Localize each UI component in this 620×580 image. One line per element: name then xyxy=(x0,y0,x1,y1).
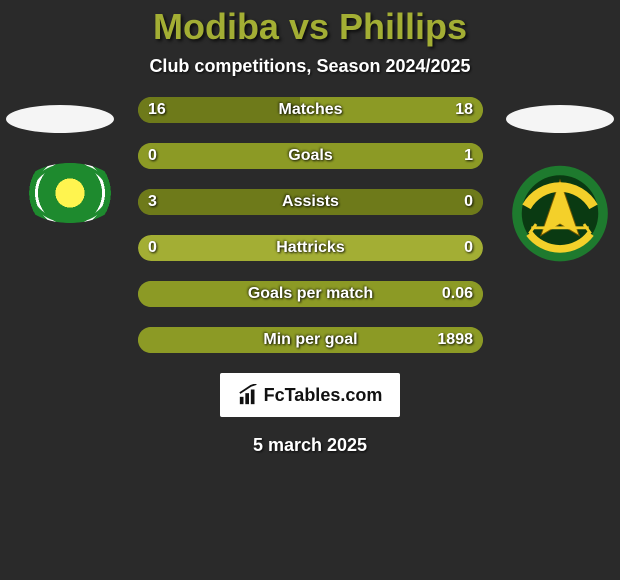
stat-label: Matches xyxy=(138,97,483,123)
stat-row: 3Assists0 xyxy=(138,189,483,215)
chart-icon xyxy=(238,384,260,406)
page-title: Modiba vs Phillips xyxy=(0,6,620,48)
subtitle: Club competitions, Season 2024/2025 xyxy=(0,56,620,77)
stat-value-right: 0 xyxy=(464,189,473,215)
player-right-avatar xyxy=(506,105,614,133)
club-badge-left xyxy=(20,163,120,223)
club-badge-right xyxy=(512,159,608,269)
stat-label: Hattricks xyxy=(138,235,483,261)
stat-label: Assists xyxy=(138,189,483,215)
stat-value-right: 1 xyxy=(464,143,473,169)
player-left-avatar xyxy=(6,105,114,133)
stat-value-right: 0 xyxy=(464,235,473,261)
stat-row: Min per goal1898 xyxy=(138,327,483,353)
comparison-area: 16Matches180Goals13Assists00Hattricks0Go… xyxy=(0,97,620,456)
date: 5 march 2025 xyxy=(0,435,620,456)
stats-list: 16Matches180Goals13Assists00Hattricks0Go… xyxy=(138,97,483,353)
stat-value-right: 0.06 xyxy=(442,281,473,307)
stat-label: Goals per match xyxy=(138,281,483,307)
stat-row: 16Matches18 xyxy=(138,97,483,123)
stat-label: Goals xyxy=(138,143,483,169)
fctables-badge[interactable]: FcTables.com xyxy=(220,373,400,417)
fctables-label: FcTables.com xyxy=(264,385,383,406)
stat-value-right: 18 xyxy=(455,97,473,123)
stat-row: Goals per match0.06 xyxy=(138,281,483,307)
stat-label: Min per goal xyxy=(138,327,483,353)
stat-row: 0Hattricks0 xyxy=(138,235,483,261)
stat-row: 0Goals1 xyxy=(138,143,483,169)
stat-value-right: 1898 xyxy=(437,327,473,353)
